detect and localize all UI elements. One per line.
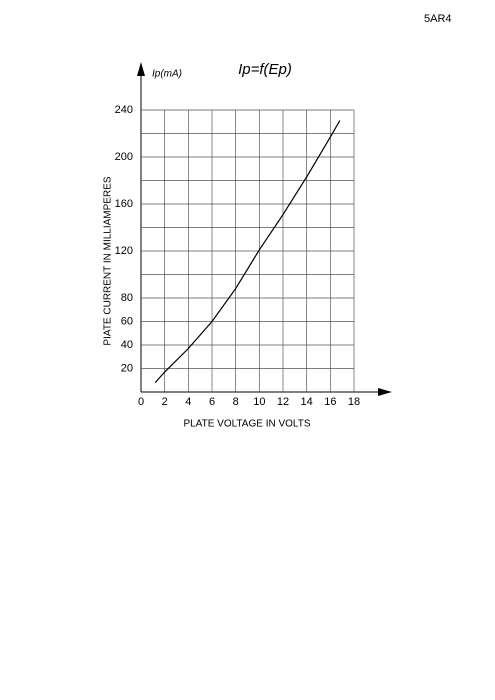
y-axis-label: PIATE CURRENT IN MILLIAMPERES xyxy=(103,176,114,345)
y-tick-label: 20 xyxy=(121,362,133,374)
y-tick-label: 80 xyxy=(121,292,133,304)
x-tick-label: 10 xyxy=(253,396,265,408)
x-tick-label: 16 xyxy=(324,396,336,408)
x-axis-arrow xyxy=(378,388,392,396)
y-tick-label: 120 xyxy=(115,245,133,257)
x-axis-label: PLATE VOLTAGE IN VOLTS xyxy=(183,419,310,430)
x-tick-label: 0 xyxy=(138,396,144,408)
y-tick-label: 240 xyxy=(115,104,133,116)
y-axis-arrow xyxy=(137,62,145,76)
x-tick-label: 14 xyxy=(301,396,313,408)
x-tick-label: 6 xyxy=(209,396,215,408)
y-unit-label: Ip(mA) xyxy=(152,69,182,80)
y-tick-label: 200 xyxy=(115,151,133,163)
x-tick-label: 2 xyxy=(162,396,168,408)
x-tick-label: 4 xyxy=(185,396,191,408)
data-line xyxy=(154,120,341,384)
x-tick-label: 8 xyxy=(233,396,239,408)
chart-title: Ip=f(Ep) xyxy=(238,61,292,78)
x-tick-label: 18 xyxy=(348,396,360,408)
y-tick-label: 60 xyxy=(121,315,133,327)
x-tick-label: 12 xyxy=(277,396,289,408)
page-label: 5AR4 xyxy=(424,13,452,25)
y-tick-label: 160 xyxy=(115,198,133,210)
y-tick-label: 40 xyxy=(121,339,133,351)
